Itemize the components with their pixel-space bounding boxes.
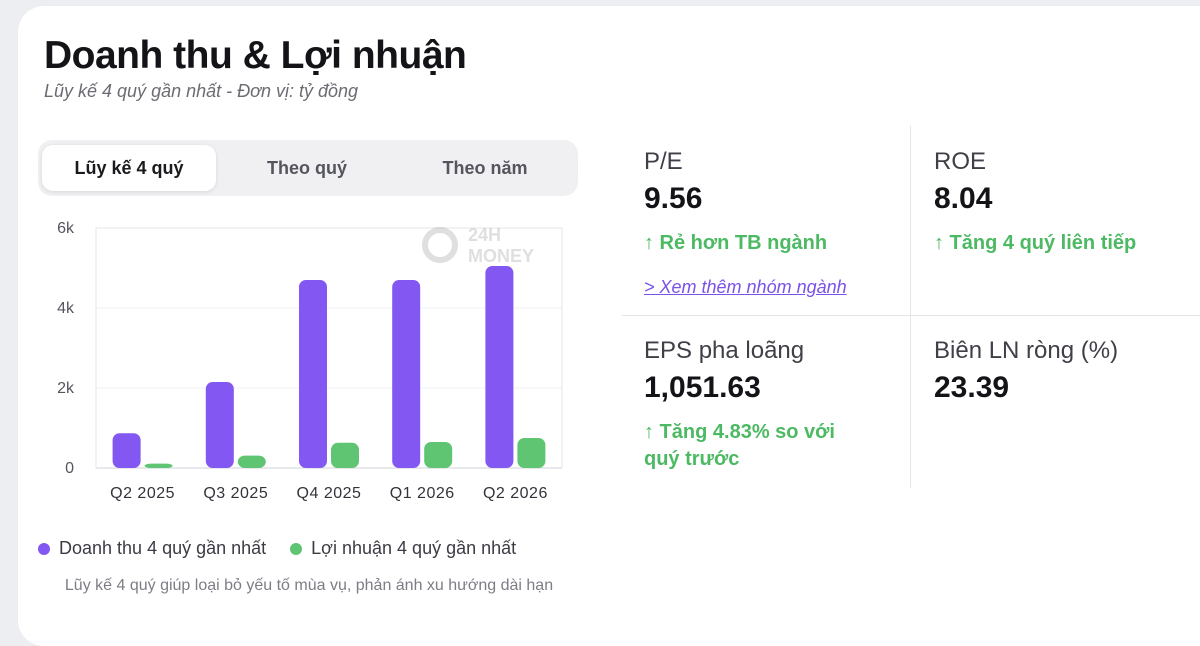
revenue-bar bbox=[205, 382, 234, 468]
metric-roe: ROE 8.04 ↑ Tăng 4 quý liên tiếp bbox=[934, 148, 1136, 257]
net-margin-label: Biên LN ròng (%) bbox=[934, 337, 1119, 364]
revenue-bar bbox=[392, 280, 421, 468]
eps-note: ↑ Tăng 4.83% so với quý trước bbox=[644, 419, 835, 473]
profit-bar bbox=[517, 438, 546, 468]
eps-note-line1: ↑ Tăng 4.83% so với bbox=[644, 421, 835, 443]
eps-label: EPS pha loãng bbox=[644, 337, 805, 364]
revenue-bar bbox=[299, 280, 327, 468]
watermark-text-line1: 24H bbox=[468, 225, 501, 245]
tab-by-quarter[interactable]: Theo quý bbox=[267, 157, 347, 178]
tab-cumulative-4-quarters[interactable]: Lũy kế 4 quý bbox=[42, 145, 216, 191]
y-tick-label: 4k bbox=[57, 300, 75, 317]
profit-bar bbox=[424, 442, 453, 468]
legend-revenue-label: Doanh thu 4 quý gần nhất bbox=[59, 538, 267, 558]
revenue-bar bbox=[485, 266, 514, 468]
metrics-divider-vertical bbox=[910, 126, 911, 488]
watermark-text-line2: MONEY bbox=[468, 246, 534, 266]
net-margin-value: 23.39 bbox=[934, 371, 1010, 404]
eps-note-line2: quý trước bbox=[644, 448, 740, 470]
legend-item-revenue[interactable]: Doanh thu 4 quý gần nhất bbox=[38, 538, 266, 559]
x-tick-label: Q1 2026 bbox=[390, 485, 455, 502]
roe-value: 8.04 bbox=[934, 182, 993, 215]
chart-footnote: Lũy kế 4 quý giúp loại bỏ yếu tố mùa vụ,… bbox=[64, 577, 554, 594]
revenue-profit-card bbox=[18, 6, 1200, 646]
revenue-bar bbox=[112, 433, 141, 468]
metric-net-margin: Biên LN ròng (%) 23.39 bbox=[934, 337, 1118, 405]
industry-group-link[interactable]: > Xem thêm nhóm ngành bbox=[644, 277, 847, 297]
profit-dot-icon bbox=[290, 542, 303, 555]
eps-value: 1,051.63 bbox=[644, 371, 761, 404]
profit-bar bbox=[144, 463, 173, 468]
watermark-icon bbox=[422, 227, 458, 263]
page-subtitle: Lũy kế 4 quý gần nhất - Đơn vị: tỷ đồng bbox=[44, 81, 359, 101]
metric-pe: P/E 9.56 ↑ Rẻ hơn TB ngành > Xem thêm nh… bbox=[644, 148, 847, 298]
revenue-dot-icon bbox=[38, 542, 50, 555]
metric-eps: EPS pha loãng 1,051.63 ↑ Tăng 4.83% so v… bbox=[644, 337, 835, 473]
roe-label: ROE bbox=[934, 148, 987, 175]
legend-profit-label: Lợi nhuận 4 quý gần nhất bbox=[311, 538, 517, 558]
profit-bar bbox=[331, 442, 359, 468]
roe-note: ↑ Tăng 4 quý liên tiếp bbox=[934, 232, 1137, 254]
legend-item-profit[interactable]: Lợi nhuận 4 quý gần nhất bbox=[290, 538, 516, 559]
y-tick-label: 6k bbox=[57, 220, 75, 237]
pe-note: ↑ Rẻ hơn TB ngành bbox=[644, 232, 828, 254]
chart-legend: Doanh thu 4 quý gần nhất Lợi nhuận 4 quý… bbox=[38, 538, 540, 559]
tab-by-year[interactable]: Theo năm bbox=[442, 157, 528, 178]
x-tick-label: Q2 2025 bbox=[110, 485, 175, 502]
metrics-divider-horizontal bbox=[622, 315, 1200, 316]
x-tick-label: Q2 2026 bbox=[483, 485, 548, 502]
period-tabs: Lũy kế 4 quý Theo quý Theo năm bbox=[38, 140, 578, 196]
x-tick-label: Q3 2025 bbox=[203, 485, 268, 502]
pe-value: 9.56 bbox=[644, 182, 703, 215]
profit-bar bbox=[237, 455, 266, 468]
pe-label: P/E bbox=[644, 148, 683, 175]
y-tick-label: 0 bbox=[65, 460, 74, 477]
page-title: Doanh thu & Lợi nhuận bbox=[44, 34, 467, 77]
y-tick-label: 2k bbox=[57, 380, 75, 397]
x-tick-label: Q4 2025 bbox=[297, 485, 362, 502]
